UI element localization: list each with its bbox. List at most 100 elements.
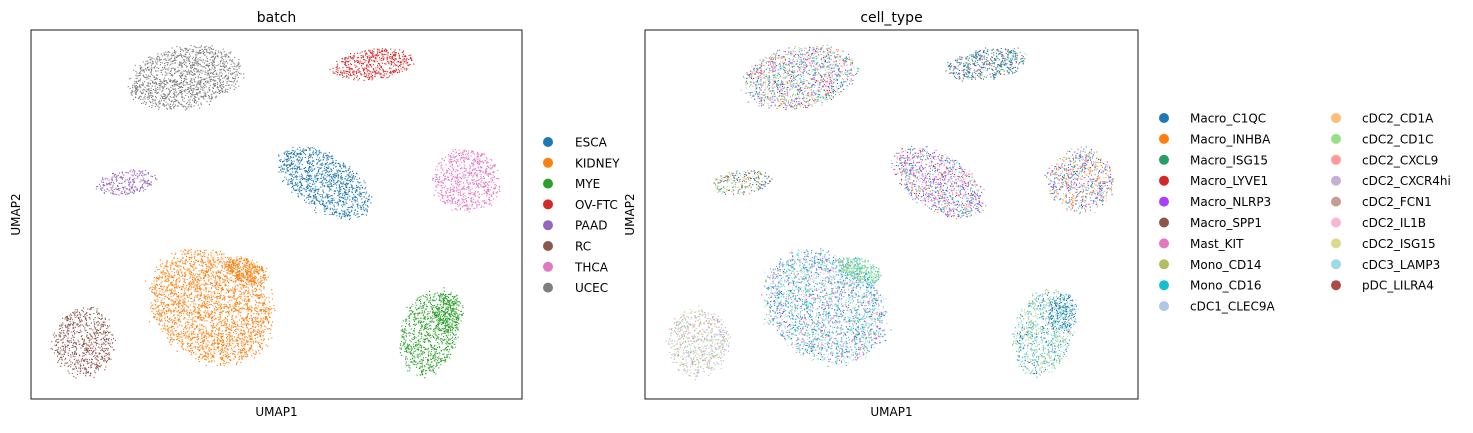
scatter-point bbox=[315, 180, 317, 182]
scatter-point bbox=[357, 61, 359, 63]
scatter-point bbox=[105, 177, 107, 179]
scatter-point bbox=[214, 83, 216, 85]
scatter-point bbox=[172, 60, 174, 62]
scatter-point bbox=[488, 198, 490, 200]
scatter-point bbox=[474, 195, 476, 197]
scatter-point bbox=[173, 84, 175, 86]
scatter-point bbox=[342, 201, 344, 203]
scatter-point bbox=[153, 76, 155, 78]
scatter-point bbox=[174, 58, 176, 60]
scatter-point bbox=[325, 169, 327, 171]
scatter-point bbox=[354, 195, 356, 197]
scatter-point bbox=[153, 76, 155, 78]
scatter-point bbox=[218, 76, 220, 78]
scatter-point bbox=[340, 182, 342, 184]
scatter-point bbox=[335, 166, 337, 168]
scatter-point bbox=[321, 183, 323, 185]
scatter-point bbox=[193, 261, 195, 263]
scatter-point bbox=[155, 87, 157, 89]
scatter-point bbox=[224, 257, 226, 259]
scatter-point bbox=[485, 170, 487, 172]
scatter-point bbox=[329, 195, 331, 197]
scatter-point bbox=[150, 184, 152, 186]
scatter-point bbox=[194, 99, 196, 101]
scatter-point bbox=[470, 197, 472, 199]
scatter-point bbox=[344, 57, 346, 59]
scatter-point bbox=[176, 96, 178, 98]
scatter-point bbox=[204, 358, 206, 360]
scatter-point bbox=[264, 313, 266, 315]
scatter-point bbox=[296, 178, 298, 180]
scatter-point bbox=[340, 196, 342, 198]
scatter-point bbox=[443, 159, 445, 161]
scatter-point bbox=[140, 99, 142, 101]
scatter-point bbox=[112, 191, 114, 193]
scatter-point bbox=[210, 344, 212, 346]
scatter-point bbox=[191, 65, 193, 67]
scatter-point bbox=[158, 292, 160, 294]
scatter-point bbox=[151, 106, 153, 108]
scatter-point bbox=[209, 304, 211, 306]
scatter-point bbox=[195, 76, 197, 78]
scatter-point bbox=[215, 56, 217, 58]
scatter-point bbox=[198, 330, 200, 332]
scatter-point bbox=[166, 108, 168, 110]
scatter-point bbox=[451, 172, 453, 174]
scatter-point bbox=[347, 209, 349, 211]
scatter-point bbox=[183, 292, 185, 294]
scatter-point bbox=[198, 69, 200, 71]
scatter-point bbox=[322, 202, 324, 204]
scatter-point bbox=[119, 177, 121, 179]
scatter-point bbox=[387, 52, 389, 54]
scatter-point bbox=[180, 53, 182, 55]
scatter-point bbox=[329, 201, 331, 203]
scatter-point bbox=[198, 285, 200, 287]
scatter-point bbox=[187, 51, 189, 53]
scatter-point bbox=[188, 91, 190, 93]
scatter-point bbox=[447, 168, 449, 170]
scatter-point bbox=[213, 61, 215, 63]
scatter-point bbox=[177, 83, 179, 85]
scatter-point bbox=[493, 176, 495, 178]
scatter-point bbox=[181, 325, 183, 327]
scatter-point bbox=[406, 57, 408, 59]
scatter-point bbox=[314, 190, 316, 192]
scatter-point bbox=[381, 53, 383, 55]
scatter-point bbox=[482, 162, 484, 164]
scatter-point bbox=[363, 56, 365, 58]
scatter-point bbox=[169, 91, 171, 93]
scatter-point bbox=[203, 351, 205, 353]
scatter-point bbox=[351, 210, 353, 212]
scatter-point bbox=[350, 67, 352, 69]
scatter-point bbox=[126, 188, 128, 190]
scatter-point bbox=[381, 50, 383, 52]
scatter-point bbox=[247, 290, 249, 292]
scatter-point bbox=[186, 47, 188, 49]
scatter-point bbox=[291, 191, 293, 193]
scatter-point bbox=[167, 103, 169, 105]
scatter-point bbox=[268, 338, 270, 340]
scatter-point bbox=[204, 81, 206, 83]
scatter-point bbox=[104, 189, 106, 191]
scatter-point bbox=[213, 53, 215, 55]
scatter-point bbox=[238, 67, 240, 69]
scatter-point bbox=[477, 179, 479, 181]
scatter-point bbox=[314, 178, 316, 180]
scatter-point bbox=[182, 74, 184, 76]
scatter-point bbox=[179, 274, 181, 276]
scatter-point bbox=[345, 60, 347, 62]
scatter-point bbox=[384, 48, 386, 50]
scatter-point bbox=[211, 45, 213, 47]
scatter-point bbox=[124, 181, 126, 183]
scatter-point bbox=[363, 196, 365, 198]
scatter-point bbox=[179, 264, 181, 266]
scatter-point bbox=[179, 82, 181, 84]
scatter-point bbox=[186, 83, 188, 85]
scatter-point bbox=[258, 332, 260, 334]
scatter-point bbox=[126, 192, 128, 194]
scatter-point bbox=[365, 204, 367, 206]
scatter-point bbox=[468, 208, 470, 210]
scatter-point bbox=[169, 91, 171, 93]
scatter-point bbox=[441, 158, 443, 160]
scatter-point bbox=[310, 147, 312, 149]
